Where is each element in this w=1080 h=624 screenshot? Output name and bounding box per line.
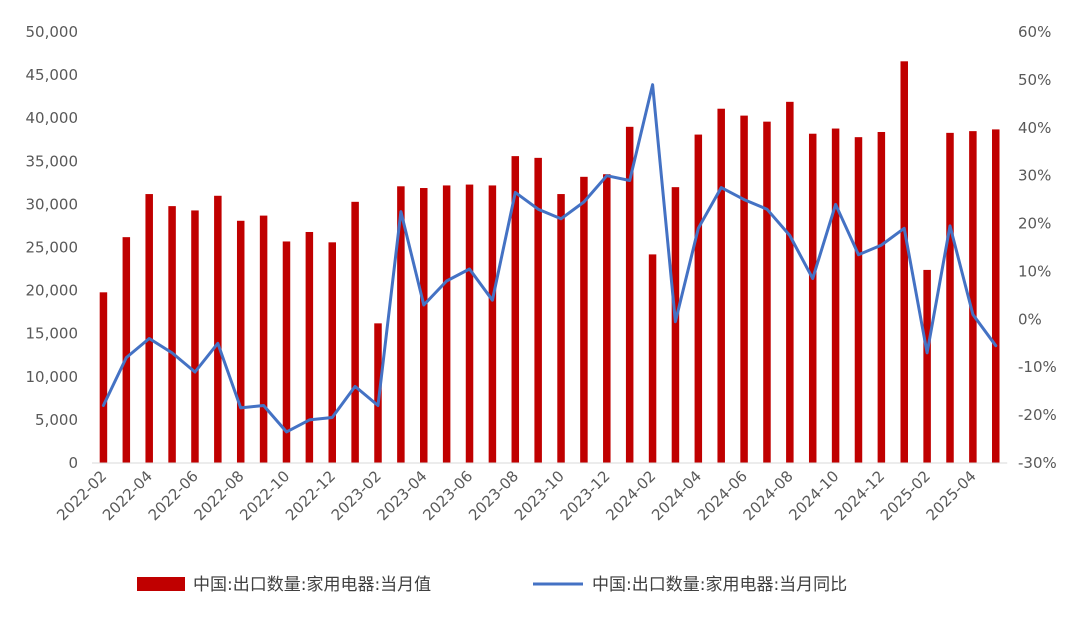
right-y-tick-label: 60% <box>1018 23 1051 41</box>
bar <box>946 132 954 463</box>
right-y-tick-label: -30% <box>1018 454 1057 472</box>
bar <box>671 187 680 463</box>
x-tick-label: 2022-04 <box>99 467 156 524</box>
bar <box>122 237 131 463</box>
bar <box>328 242 336 463</box>
left-y-tick-label: 20,000 <box>26 282 79 300</box>
right-y-tick-label: -20% <box>1018 406 1057 424</box>
bar-series <box>99 61 1000 464</box>
x-tick-label: 2024-12 <box>831 467 888 524</box>
bar <box>557 194 565 463</box>
x-tick-label: 2023-12 <box>557 467 614 524</box>
right-y-tick-label: 30% <box>1018 167 1051 185</box>
bar <box>420 188 428 463</box>
left-y-tick-label: 5,000 <box>35 411 78 429</box>
bar <box>603 174 611 464</box>
x-tick-label: 2023-04 <box>374 467 431 524</box>
x-tick-label: 2023-06 <box>419 467 476 524</box>
bar <box>808 133 817 463</box>
bar <box>694 134 703 463</box>
bar <box>145 194 153 463</box>
bar <box>351 201 359 463</box>
right-y-tick-label: 40% <box>1018 119 1051 137</box>
bar <box>191 210 199 463</box>
left-y-tick-label: 30,000 <box>26 195 79 213</box>
bar <box>168 206 176 463</box>
bar <box>214 195 222 463</box>
x-tick-label: 2024-02 <box>602 467 659 524</box>
left-y-tick-label: 50,000 <box>26 23 79 41</box>
bar <box>831 128 840 463</box>
bar <box>99 292 108 463</box>
bar <box>511 156 520 464</box>
bar <box>465 184 474 463</box>
left-y-tick-label: 0 <box>68 454 78 472</box>
left-y-tick-label: 40,000 <box>26 109 79 127</box>
yoy-line <box>101 83 998 434</box>
x-tick-label: 2025-02 <box>877 467 934 524</box>
bar <box>786 101 794 464</box>
bar <box>397 186 405 463</box>
bar <box>854 137 863 463</box>
left-y-tick-label: 45,000 <box>26 66 79 84</box>
bar <box>648 254 657 463</box>
x-tick-label: 2023-08 <box>465 467 522 524</box>
left-y-tick-label: 25,000 <box>26 239 79 257</box>
x-tick-label: 2022-02 <box>53 467 110 524</box>
x-axis-ticks: 2022-022022-042022-062022-082022-102022-… <box>53 467 979 524</box>
right-y-tick-label: 10% <box>1018 262 1051 280</box>
right-y-axis: -30% -20% -10% 0% 10% 20% 30% 40% 50% 60% <box>1018 23 1057 472</box>
bar <box>877 131 886 463</box>
bar <box>236 220 245 463</box>
right-y-tick-label: 20% <box>1018 215 1051 233</box>
bar <box>442 185 451 463</box>
x-tick-label: 2022-10 <box>236 467 293 524</box>
right-y-tick-label: 50% <box>1018 71 1051 89</box>
left-y-tick-label: 35,000 <box>26 152 79 170</box>
bar <box>282 241 291 463</box>
legend: 中国:出口数量:家用电器:当月值 中国:出口数量:家用电器:当月同比 <box>137 575 847 595</box>
legend-line-label: 中国:出口数量:家用电器:当月同比 <box>592 575 847 595</box>
legend-bar-label: 中国:出口数量:家用电器:当月值 <box>193 575 431 595</box>
x-tick-label: 2022-06 <box>145 467 202 524</box>
bar <box>923 269 931 463</box>
bar <box>534 157 542 464</box>
bar <box>740 115 748 463</box>
bar <box>900 61 908 464</box>
bar <box>992 129 1000 463</box>
bar <box>488 185 497 463</box>
right-y-tick-label: -10% <box>1018 358 1057 376</box>
bar <box>717 108 725 463</box>
legend-bar-swatch <box>137 577 185 591</box>
x-tick-label: 2024-04 <box>648 467 705 524</box>
bar <box>625 126 634 463</box>
bar <box>305 231 314 463</box>
left-y-tick-label: 10,000 <box>26 368 79 386</box>
x-tick-label: 2024-06 <box>694 467 751 524</box>
bar <box>969 131 977 463</box>
bar <box>259 215 268 463</box>
x-tick-label: 2024-10 <box>785 467 842 524</box>
x-tick-label: 2023-10 <box>511 467 568 524</box>
line-series <box>101 83 998 434</box>
x-tick-label: 2022-12 <box>282 467 339 524</box>
bar <box>580 176 588 464</box>
left-y-tick-label: 15,000 <box>26 325 79 343</box>
bar <box>763 121 771 463</box>
x-tick-label: 2022-08 <box>190 467 247 524</box>
x-tick-label: 2024-08 <box>740 467 797 524</box>
right-y-tick-label: 0% <box>1018 310 1042 328</box>
x-tick-label: 2023-02 <box>328 467 385 524</box>
left-y-axis: 0 5,000 10,000 15,000 20,000 25,000 30,000 35,0… <box>26 23 79 472</box>
x-tick-label: 2025-04 <box>923 467 980 524</box>
